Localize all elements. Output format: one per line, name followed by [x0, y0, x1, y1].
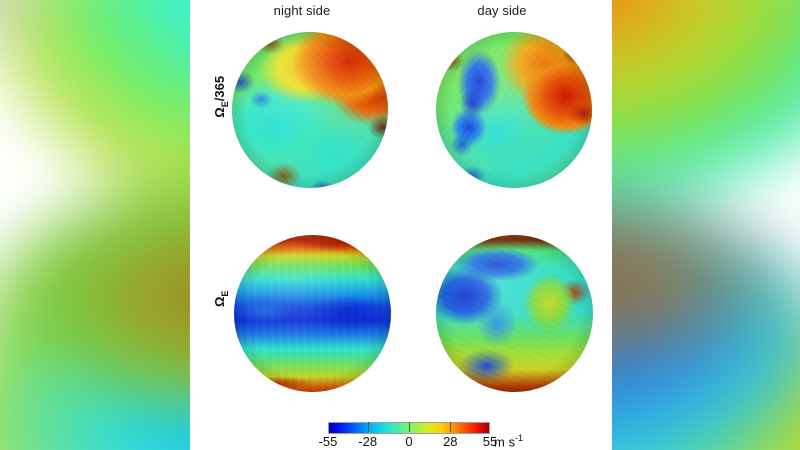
units-text: m s [494, 434, 515, 450]
globe-night-side-slow-rotation [232, 32, 388, 188]
colorbar-tick [367, 422, 369, 432]
row-label-subscript: E [219, 290, 230, 297]
colorbar-units-label: m s-1 [494, 433, 523, 449]
globe-limb-darkening [436, 32, 592, 188]
globe-day-side-earth-rotation [436, 235, 593, 392]
units-exponent: -1 [514, 433, 523, 443]
globe-night-side-earth-rotation [234, 235, 391, 392]
globe-limb-darkening [436, 235, 593, 392]
row-label-omega: Ω [212, 296, 228, 308]
row-label-subscript: E [219, 101, 230, 108]
figure-panel: night side day side ΩE/365 ΩE [190, 0, 612, 450]
colorbar-tick-label: -28 [358, 434, 378, 449]
colorbar-tick-label: 28 [443, 434, 458, 449]
globe-day-side-slow-rotation [436, 32, 592, 188]
column-header-night-side: night side [273, 3, 331, 18]
colorbar-group: -55 -28 0 28 55 m s-1 [190, 418, 612, 450]
row-label-tail: /365 [212, 75, 228, 102]
colorbar-tick-label: -55 [318, 434, 338, 449]
globe-limb-darkening [232, 32, 388, 188]
column-header-day-side: day side [477, 3, 527, 18]
row-label-slow-rotation: ΩE/365 [212, 62, 230, 132]
row-label-omega: Ω [212, 107, 228, 118]
colorbar-tick-label: 0 [405, 434, 413, 449]
colorbar-tick [409, 422, 410, 432]
colorbar-tick [450, 422, 452, 432]
globe-limb-darkening [234, 235, 391, 392]
colorbar-tick-label: 55 [482, 434, 498, 449]
row-label-earth-rotation: ΩE [212, 264, 230, 334]
